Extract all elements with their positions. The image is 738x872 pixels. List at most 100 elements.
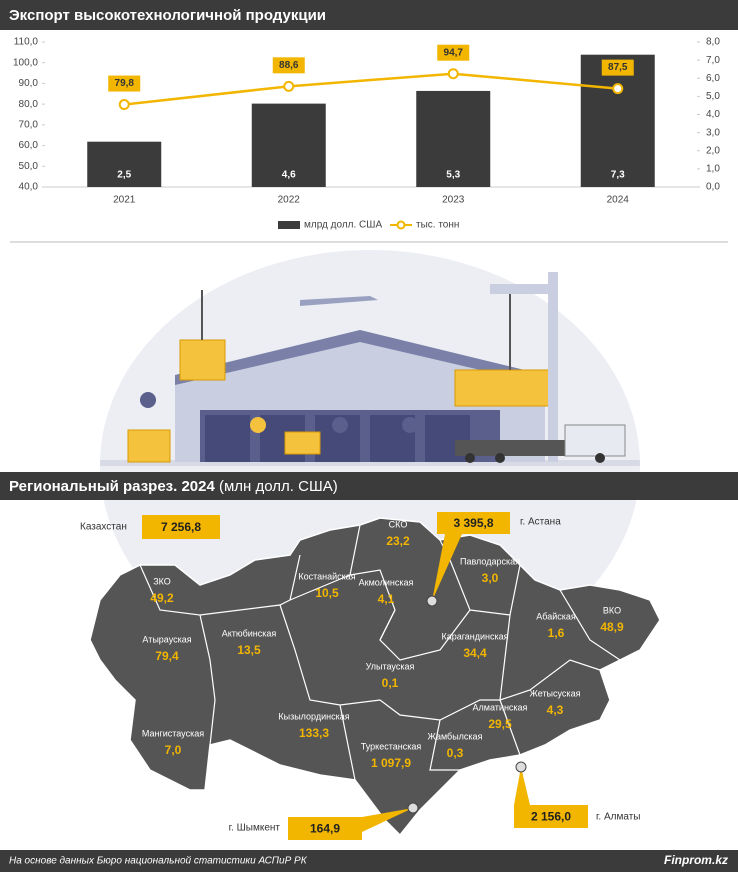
- city-marker: [426, 595, 438, 607]
- callout-value: 164,9: [310, 822, 340, 836]
- region-name: Жетысуская: [530, 688, 581, 698]
- region-name: Павлодарская: [460, 556, 520, 566]
- y2-tick-label: 3,0: [706, 127, 720, 138]
- region-value: 48,9: [600, 620, 624, 634]
- callout-label: Казахстан: [80, 522, 127, 533]
- region-name: Алматинская: [473, 702, 528, 712]
- region-value: 1 097,9: [371, 756, 411, 770]
- section-title: Региональный разрез. 2024 (млн долл. США…: [9, 478, 338, 495]
- callout-pointer: [362, 808, 413, 832]
- callout-pointer: [514, 767, 530, 805]
- line-value-label: 79,8: [115, 78, 135, 89]
- bar: [580, 54, 655, 187]
- region-value: 0,1: [382, 676, 399, 690]
- region-value: 34,4: [463, 646, 487, 660]
- callout-value: 3 395,8: [453, 516, 493, 530]
- brand: Finprom.kz: [664, 853, 728, 867]
- region-name: Кызылординская: [278, 711, 349, 721]
- value-label-box: [601, 59, 634, 76]
- bar-value-label: 4,6: [282, 170, 296, 181]
- section-unit: (млн долл. США): [219, 478, 338, 495]
- footer-bar: [0, 850, 738, 872]
- callout-label: г. Алматы: [596, 812, 640, 823]
- legend-label: тыс. тонн: [416, 220, 459, 231]
- callout-box: [288, 817, 362, 840]
- callout-label: г. Шымкент: [229, 823, 281, 834]
- callout-box: [514, 805, 588, 828]
- y2-tick-label: 7,0: [706, 55, 720, 66]
- region-name: ЗКО: [153, 576, 171, 586]
- callout-label: г. Астана: [520, 517, 561, 528]
- y2-tick-label: 1,0: [706, 164, 720, 175]
- y2-tick-label: 0,0: [706, 182, 720, 193]
- bar: [87, 141, 162, 187]
- bar-value-label: 5,3: [446, 170, 460, 181]
- region-value: 10,5: [315, 586, 339, 600]
- region-value: 23,2: [386, 534, 410, 548]
- region-name: Актюбинская: [222, 628, 277, 638]
- chart-title: Экспорт высокотехнологичной продукции: [9, 7, 326, 24]
- legend-label: млрд долл. США: [304, 220, 382, 231]
- region-value: 79,4: [155, 649, 179, 663]
- region-name: Атырауская: [142, 634, 191, 644]
- bar: [416, 90, 491, 187]
- value-label-box: [108, 75, 141, 92]
- y-tick-label: 80,0: [19, 99, 39, 110]
- callout-value: 2 156,0: [531, 810, 571, 824]
- value-label-box: [437, 44, 470, 61]
- legend-marker: [396, 220, 406, 230]
- line-value-label: 87,5: [608, 62, 628, 73]
- region-value: 1,6: [548, 626, 565, 640]
- region-name: Улытауская: [366, 661, 415, 671]
- header-bar: [0, 472, 738, 500]
- region-value: 133,3: [299, 726, 329, 740]
- section-title-text: Региональный разрез. 2024: [9, 478, 215, 495]
- y-tick-label: 50,0: [19, 161, 39, 172]
- y2-tick-label: 8,0: [706, 37, 720, 48]
- y-tick-label: 90,0: [19, 78, 39, 89]
- x-tick-label: 2021: [113, 195, 136, 206]
- region-name: Абайская: [536, 611, 576, 621]
- bar-value-label: 7,3: [611, 170, 625, 181]
- x-tick-label: 2024: [607, 195, 630, 206]
- y-tick-label: 100,0: [13, 57, 38, 68]
- bar: [251, 103, 326, 187]
- y2-tick-label: 6,0: [706, 73, 720, 84]
- y-tick-label: 70,0: [19, 119, 39, 130]
- region-name: Костанайская: [298, 571, 355, 581]
- city-marker: [407, 802, 419, 814]
- region-name: ВКО: [603, 605, 621, 615]
- callout-value: 7 256,8: [161, 520, 201, 534]
- value-label-box: [272, 57, 305, 74]
- callout-pointer: [432, 534, 462, 601]
- region-name: Карагандинская: [441, 631, 508, 641]
- region-name: Акмолинская: [359, 577, 414, 587]
- x-tick-label: 2023: [442, 195, 465, 206]
- line-value-label: 94,7: [444, 47, 464, 58]
- line-point: [283, 80, 295, 92]
- region-name: Мангистауская: [142, 728, 204, 738]
- legend-swatch: [278, 221, 300, 229]
- line: [124, 72, 618, 106]
- y2-tick-label: 4,0: [706, 109, 720, 120]
- callout-box: [437, 512, 510, 534]
- line-point: [118, 99, 130, 111]
- region-value: 29,5: [488, 717, 512, 731]
- region-value: 7,0: [165, 743, 182, 757]
- header-bar: [0, 0, 738, 30]
- y-tick-label: 40,0: [19, 182, 39, 193]
- line-point: [612, 83, 624, 95]
- y2-tick-label: 2,0: [706, 145, 720, 156]
- region-value: 49,2: [150, 591, 174, 605]
- region-value: 4,3: [547, 703, 564, 717]
- region-value: 4,1: [378, 592, 395, 606]
- region-value: 0,3: [447, 746, 464, 760]
- map: [89, 517, 661, 837]
- region-name: Туркестанская: [361, 741, 422, 751]
- region-name: Жамбылская: [428, 731, 483, 741]
- y-tick-label: 110,0: [14, 37, 39, 48]
- region-value: 13,5: [237, 643, 261, 657]
- region-value: 3,0: [482, 571, 499, 585]
- y2-tick-label: 5,0: [706, 91, 720, 102]
